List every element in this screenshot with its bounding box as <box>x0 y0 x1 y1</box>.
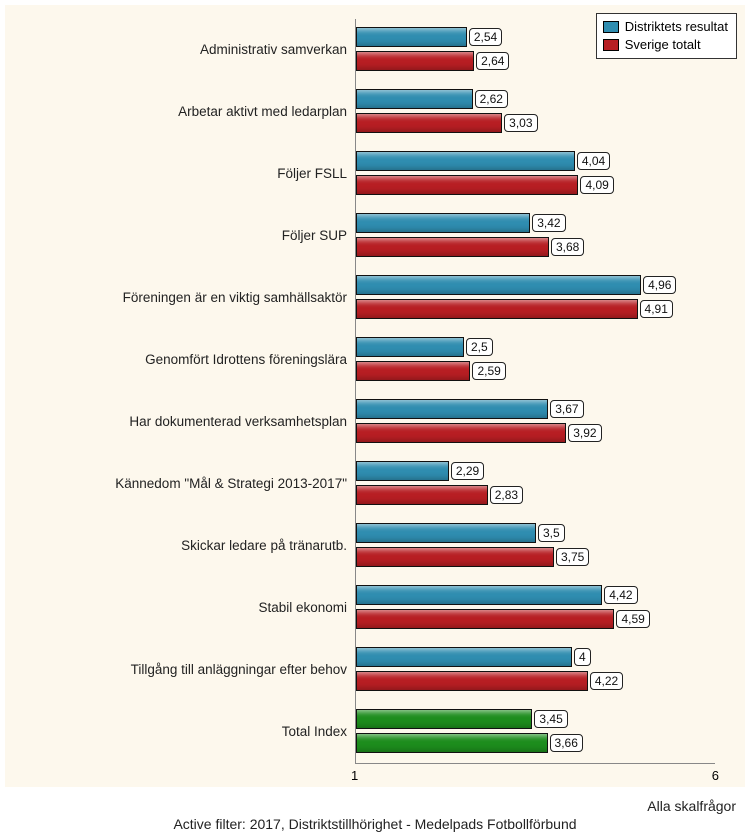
value-label-sverige: 4,09 <box>580 176 613 194</box>
value-label-distrikt: 2,5 <box>466 338 493 356</box>
value-label-distrikt: 4,42 <box>604 586 637 604</box>
category-label: Stabil ekonomi <box>5 600 355 616</box>
value-label-distrikt: 4 <box>574 648 591 666</box>
value-label-sverige: 3,68 <box>551 238 584 256</box>
category-label: Följer SUP <box>5 228 355 244</box>
value-label-distrikt: 2,62 <box>475 90 508 108</box>
category-row: Total Index 3,45 3,66 <box>5 701 735 763</box>
bars-area: 2,62 3,03 <box>355 81 715 143</box>
category-label: Föreningen är en viktig samhällsaktör <box>5 290 355 306</box>
category-label: Arbetar aktivt med ledarplan <box>5 104 355 120</box>
x-tick-min: 1 <box>351 768 358 783</box>
bars-area: 2,5 2,59 <box>355 329 715 391</box>
bar-distrikt <box>356 275 641 295</box>
bars-area: 4,42 4,59 <box>355 577 715 639</box>
value-label-sverige: 4,22 <box>590 672 623 690</box>
bar-distrikt <box>356 585 602 605</box>
bar-sverige <box>356 175 578 195</box>
bar-distrikt <box>356 709 532 729</box>
value-label-sverige: 2,83 <box>490 486 523 504</box>
category-row: Tillgång till anläggningar efter behov44… <box>5 639 735 701</box>
category-row: Kännedom "Mål & Strategi 2013-2017"2,292… <box>5 453 735 515</box>
bar-distrikt <box>356 27 467 47</box>
bar-distrikt <box>356 523 536 543</box>
bars-area: 3,45 3,66 <box>355 701 715 763</box>
bar-sverige <box>356 671 588 691</box>
bar-sverige <box>356 361 470 381</box>
bars-area: 2,29 2,83 <box>355 453 715 515</box>
value-label-distrikt: 2,29 <box>451 462 484 480</box>
legend-item: Distriktets resultat <box>603 18 728 36</box>
value-label-sverige: 3,03 <box>504 114 537 132</box>
value-label-distrikt: 2,54 <box>469 28 502 46</box>
category-row: Följer FSLL 4,04 4,09 <box>5 143 735 205</box>
value-label-distrikt: 3,5 <box>538 524 565 542</box>
bar-sverige <box>356 609 614 629</box>
footer-subtitle: Alla skalfrågor <box>0 792 750 814</box>
bars-area: 44,22 <box>355 639 715 701</box>
value-label-sverige: 2,64 <box>476 52 509 70</box>
category-row: Arbetar aktivt med ledarplan 2,62 3,03 <box>5 81 735 143</box>
value-label-distrikt: 4,04 <box>577 152 610 170</box>
plot-area: Administrativ samverkan2,542,64Arbetar a… <box>5 15 735 763</box>
value-label-distrikt: 3,45 <box>534 710 567 728</box>
category-label: Har dokumenterad verksamhetsplan <box>5 414 355 430</box>
value-label-sverige: 3,75 <box>556 548 589 566</box>
category-row: Följer SUP 3,42 3,68 <box>5 205 735 267</box>
category-row: Skickar ledare på tränarutb. 3,5 3,75 <box>5 515 735 577</box>
bar-sverige <box>356 547 554 567</box>
bars-area: 4,04 4,09 <box>355 143 715 205</box>
value-label-distrikt: 3,67 <box>550 400 583 418</box>
bar-distrikt <box>356 151 575 171</box>
bar-sverige <box>356 485 488 505</box>
bar-sverige <box>356 237 549 257</box>
x-axis: 1 6 <box>355 763 715 787</box>
footer-filter: Active filter: 2017, Distriktstillhörigh… <box>0 814 750 836</box>
value-label-distrikt: 3,42 <box>532 214 565 232</box>
legend-item: Sverige totalt <box>603 36 728 54</box>
bars-area: 3,42 3,68 <box>355 205 715 267</box>
legend-swatch <box>603 21 619 33</box>
bar-sverige <box>356 423 566 443</box>
value-label-sverige: 4,91 <box>640 300 673 318</box>
category-label: Skickar ledare på tränarutb. <box>5 538 355 554</box>
bar-distrikt <box>356 89 473 109</box>
bar-distrikt <box>356 213 530 233</box>
bar-sverige <box>356 733 548 753</box>
category-row: Föreningen är en viktig samhällsaktör4,9… <box>5 267 735 329</box>
legend-swatch <box>603 39 619 51</box>
bar-sverige <box>356 299 638 319</box>
legend: Distriktets resultatSverige totalt <box>596 13 737 59</box>
legend-label: Sverige totalt <box>625 36 701 54</box>
category-label: Kännedom "Mål & Strategi 2013-2017" <box>5 476 355 492</box>
category-row: Har dokumenterad verksamhetsplan 3,67 3,92 <box>5 391 735 453</box>
bars-area: 3,67 3,92 <box>355 391 715 453</box>
value-label-sverige: 3,66 <box>550 734 583 752</box>
category-label: Genomfört Idrottens föreningslära <box>5 352 355 368</box>
category-row: Genomfört Idrottens föreningslära 2,5 2,59 <box>5 329 735 391</box>
bar-distrikt <box>356 647 572 667</box>
bar-distrikt <box>356 461 449 481</box>
value-label-distrikt: 4,96 <box>643 276 676 294</box>
bar-distrikt <box>356 399 548 419</box>
bar-sverige <box>356 51 474 71</box>
chart-container: Distriktets resultatSverige totalt Admin… <box>5 5 745 787</box>
bars-area: 4,96 4,91 <box>355 267 715 329</box>
value-label-sverige: 2,59 <box>472 362 505 380</box>
value-label-sverige: 4,59 <box>616 610 649 628</box>
category-label: Total Index <box>5 724 355 740</box>
category-row: Stabil ekonomi 4,42 4,59 <box>5 577 735 639</box>
value-label-sverige: 3,92 <box>568 424 601 442</box>
category-label: Tillgång till anläggningar efter behov <box>5 662 355 678</box>
x-tick-max: 6 <box>712 768 719 783</box>
category-label: Administrativ samverkan <box>5 42 355 58</box>
legend-label: Distriktets resultat <box>625 18 728 36</box>
bar-sverige <box>356 113 502 133</box>
bar-distrikt <box>356 337 464 357</box>
bars-area: 3,5 3,75 <box>355 515 715 577</box>
category-label: Följer FSLL <box>5 166 355 182</box>
